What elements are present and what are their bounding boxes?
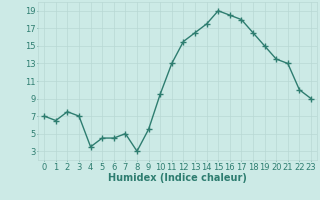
- X-axis label: Humidex (Indice chaleur): Humidex (Indice chaleur): [108, 173, 247, 183]
